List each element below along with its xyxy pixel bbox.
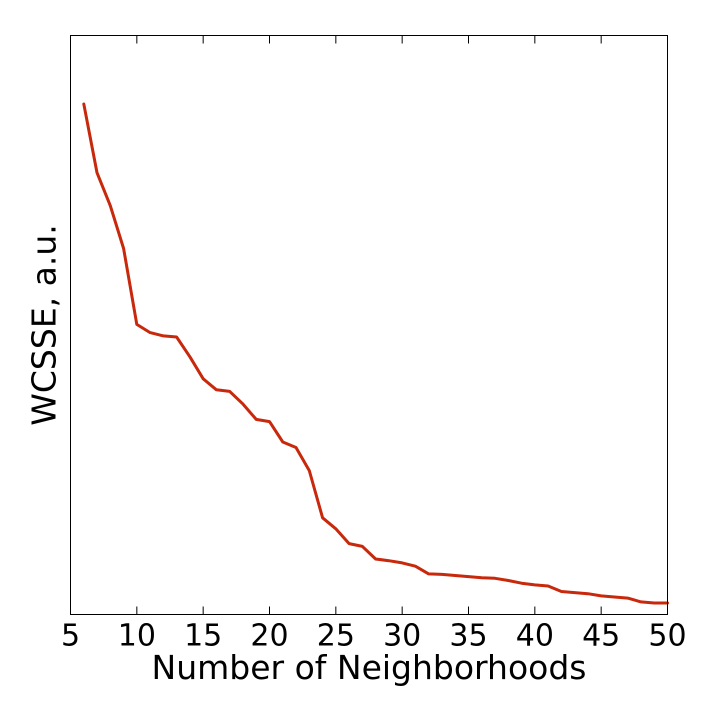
series-line <box>82 102 669 605</box>
x-tick-label: 30 <box>383 619 421 654</box>
x-tick-label: 20 <box>250 619 288 654</box>
x-tick-label: 25 <box>317 619 355 654</box>
x-tick-label: 35 <box>449 619 487 654</box>
y-axis-title: WCSSE, a.u. <box>25 224 64 426</box>
x-axis-title: Number of Neighborhoods <box>152 648 587 687</box>
x-tick-label: 45 <box>582 619 620 654</box>
x-tick-label: 50 <box>648 619 686 654</box>
x-tick-label: 10 <box>118 619 156 654</box>
x-tick-label: 15 <box>184 619 222 654</box>
plot-frame <box>70 35 668 615</box>
x-tick-label: 5 <box>61 619 80 654</box>
x-tick-label: 40 <box>516 619 554 654</box>
